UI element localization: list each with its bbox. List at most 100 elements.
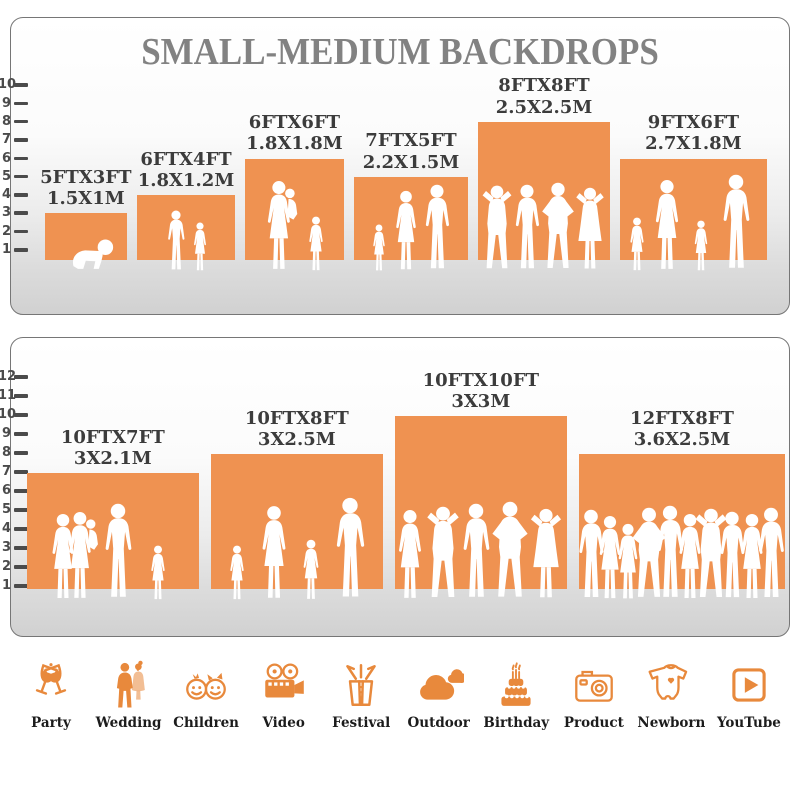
backdrop-size-label: 10FTX8FT 3X2.5M: [245, 408, 349, 450]
children-icon: [186, 672, 226, 700]
ruler-tick-dash: [14, 248, 28, 252]
category-product: Product: [559, 660, 629, 731]
category-youtube: YouTube: [714, 660, 784, 731]
size-m-text: 3X2.5M: [257, 428, 336, 450]
ruler-tick-dash: [14, 394, 28, 398]
girl-silhouette: [191, 222, 209, 272]
ruler-tick-number: 1: [1, 578, 11, 593]
man-silhouette: [754, 507, 788, 601]
ruler-tick-dash: [14, 489, 28, 493]
category-label: Festival: [332, 715, 391, 731]
ruler-tick-dash: [14, 527, 28, 531]
backdrop-size-label: 5FTX3FT 1.5X1M: [40, 167, 131, 209]
size-ft-text: 5FTX3FT: [40, 166, 132, 188]
size-m-text: 1.8X1.8M: [246, 133, 343, 155]
wedding-icon: [116, 660, 145, 708]
newborn-icon: [648, 664, 688, 700]
party-icon: [35, 663, 67, 695]
backdrop-5ftx3ft: 5FTX3FT 1.5X1M: [40, 167, 132, 260]
ruler-tick-number: 3: [1, 540, 11, 555]
ruler-tick-3: 3: [0, 541, 30, 555]
category-label: Birthday: [483, 715, 550, 731]
size-m-text: 2.5X2.5M: [495, 96, 593, 118]
ruler-tick-number: 10: [0, 77, 17, 93]
ruler-tick-6: 6: [0, 150, 30, 166]
ruler-tick-4: 4: [0, 188, 30, 202]
category-wedding: Wedding: [94, 660, 164, 731]
backdrop-row-bottom: 10FTX7FT 3X2.1M 10FTX8FT 3X2.5M 10FTX10FT 3X3…: [25, 370, 787, 589]
ruler-tick-number: 9: [1, 426, 11, 441]
backdrop-size-label: 9FTX6FT 2.7X1.8M: [645, 112, 742, 154]
size-m-text: 2.7X1.8M: [645, 133, 742, 155]
backdrop-7ftx5ft: 7FTX5FT 2.2X1.5M: [353, 130, 469, 260]
girl-silhouette: [691, 220, 710, 272]
category-label: Product: [563, 715, 624, 731]
ruler-tick-number: 7: [1, 132, 11, 148]
mother-silhouette: [263, 180, 302, 272]
ruler-tick-5: 5: [0, 503, 30, 517]
ruler-tick-number: 10: [0, 407, 17, 422]
ruler-tick-dash: [14, 546, 28, 550]
ruler-tick-10: 10: [0, 408, 30, 422]
category-birthday: Birthday: [481, 660, 551, 731]
ruler-tick-number: 4: [1, 187, 11, 203]
backdrop-size-label: 7FTX5FT 2.2X1.5M: [363, 130, 460, 172]
backdrop-row-top: 5FTX3FT 1.5X1M 6FTX4FT 1.8X1.2M 6FTX6FT 1.8X1…: [25, 75, 787, 261]
birthday-icon: [501, 662, 531, 706]
ruler-tick-number: 6: [1, 150, 11, 166]
ruler-tick-dash: [14, 375, 28, 379]
ruler-tick-number: 4: [1, 521, 11, 536]
size-m-text: 2.2X1.5M: [362, 151, 460, 173]
category-label: Party: [31, 715, 71, 731]
size-ft-text: 7FTX5FT: [365, 130, 457, 152]
festival-icon: [346, 663, 376, 707]
size-ft-text: 8FTX8FT: [498, 75, 590, 97]
category-newborn: Newborn: [636, 660, 706, 731]
ruler-tick-dash: [14, 451, 28, 455]
ruler-tick-dash: [14, 101, 28, 106]
ruler-tick-number: 8: [1, 113, 11, 129]
ruler-tick-dash: [14, 432, 28, 436]
size-ft-text: 6FTX6FT: [248, 112, 341, 134]
backdrop-10ftx7ft: 10FTX7FT 3X2.1M: [26, 427, 199, 589]
girl-silhouette: [627, 217, 647, 272]
size-m-text: 1.8X1.2M: [137, 169, 235, 191]
backdrop-size-label: 10FTX10FT 3X3M: [423, 370, 539, 412]
girl-silhouette: [299, 539, 321, 601]
ruler-tick-dash: [14, 584, 28, 588]
man-silhouette: [422, 184, 454, 272]
ruler-tick-dash: [14, 138, 28, 142]
ruler-tick-dash: [14, 470, 28, 474]
backdrop-9ftx6ft: 9FTX6FT 2.7X1.8M: [619, 112, 768, 261]
backdrop-size-label: 6FTX4FT 1.8X1.2M: [138, 149, 235, 191]
ruler-tick-number: 11: [0, 388, 17, 403]
ruler-tick-number: 1: [1, 242, 11, 257]
ruler-tick-number: 12: [0, 369, 17, 384]
backdrop-size-label: 10FTX7FT 3X2.1M: [61, 427, 165, 469]
category-row: Party Wedding Children: [16, 660, 784, 731]
ruler-tick-8: 8: [0, 113, 30, 129]
ruler-tick-dash: [14, 211, 28, 215]
ruler-tick-dash: [14, 156, 28, 161]
ruler-tick-dash: [14, 119, 28, 124]
video-icon: [264, 663, 304, 698]
ruler-tick-number: 3: [1, 205, 11, 221]
man-silhouette: [331, 497, 368, 601]
category-label: Outdoor: [407, 715, 470, 731]
ruler-tick-2: 2: [0, 224, 30, 239]
category-outdoor: Outdoor: [404, 660, 474, 731]
backdrop-size-label: 12FTX8FT 3.6X2.5M: [630, 408, 734, 450]
mother-silhouette: [65, 511, 103, 601]
girl-silhouette: [306, 216, 326, 272]
backdrop-10ftx8ft: 10FTX8FT 3X2.5M: [210, 408, 383, 589]
ruler-tick-11: 11: [0, 389, 30, 403]
ruler-tick-number: 5: [1, 168, 11, 184]
backdrop-8ftx8ft: 8FTX8FT 2.5X2.5M: [478, 75, 610, 260]
ruler-tick-8: 8: [0, 446, 30, 460]
woman-silhouette: [650, 179, 683, 272]
girl-silhouette: [370, 224, 387, 272]
category-label: Wedding: [95, 715, 162, 731]
girl-silhouette: [227, 545, 247, 601]
backdrop-12ftx8ft: 12FTX8FT 3.6X2.5M: [578, 408, 786, 589]
size-ft-text: 10FTX7FT: [60, 426, 165, 448]
